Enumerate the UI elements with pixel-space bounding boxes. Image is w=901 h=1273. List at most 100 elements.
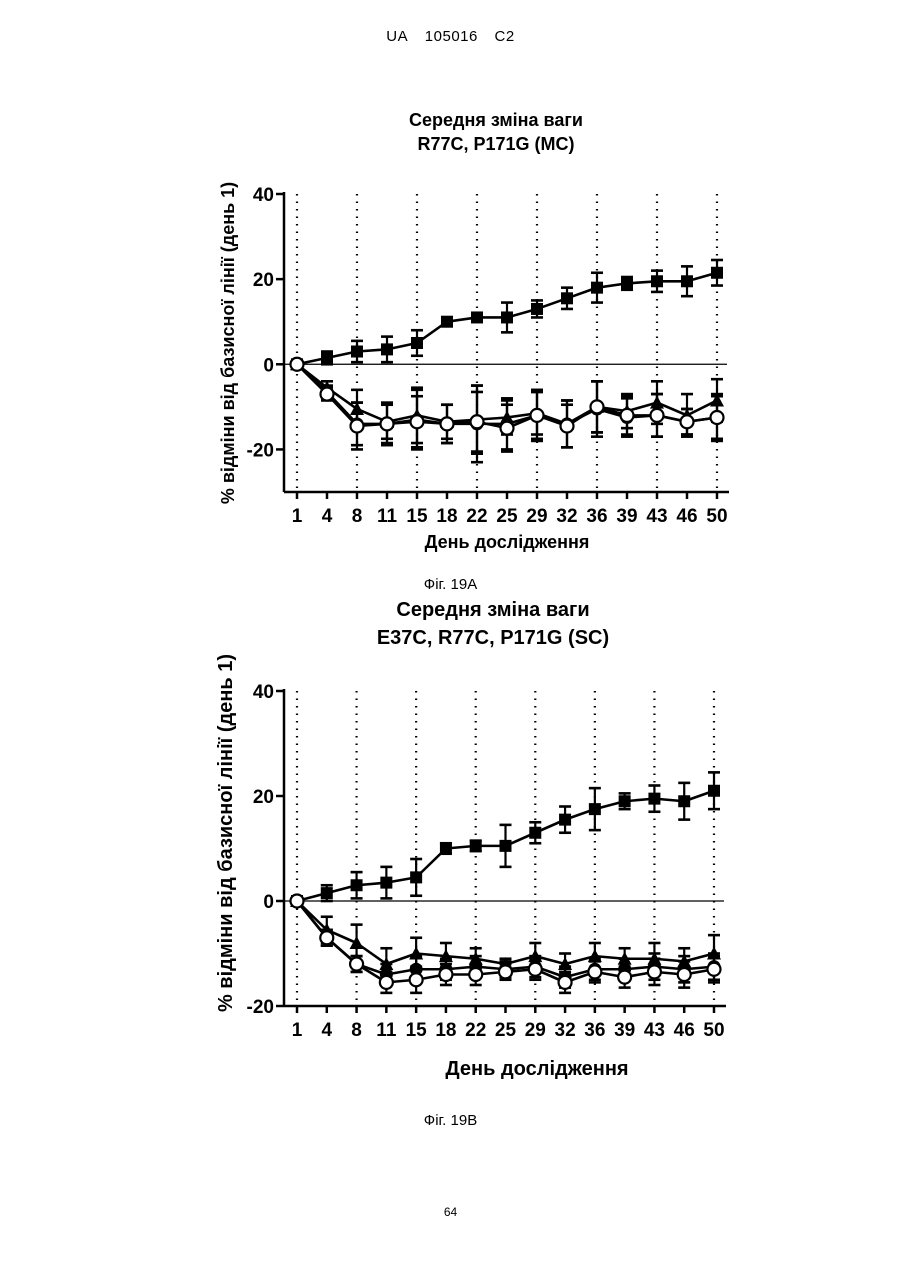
data-point xyxy=(559,814,571,826)
header-country: UA xyxy=(386,28,408,45)
x-tick-label: 46 xyxy=(674,1020,695,1041)
chart-19b: Середня зміна ваги E37C, R77C, P171G (SC… xyxy=(0,590,901,1090)
x-tick-label: 11 xyxy=(377,506,398,527)
data-point xyxy=(588,965,601,978)
y-tick-label: 20 xyxy=(253,270,274,291)
data-point xyxy=(591,400,604,413)
data-point xyxy=(531,409,544,422)
data-point xyxy=(559,976,572,989)
data-point xyxy=(621,277,633,289)
chart-title-line2: R77C, P171G (MC) xyxy=(417,134,574,154)
x-tick-label: 29 xyxy=(525,1020,546,1041)
x-tick-label: 43 xyxy=(644,1020,665,1041)
x-tick-label: 46 xyxy=(676,506,697,527)
y-tick-label: 0 xyxy=(263,355,274,376)
page-number: 64 xyxy=(0,1205,901,1219)
data-point xyxy=(411,415,424,428)
data-point xyxy=(471,311,483,323)
x-tick-label: 50 xyxy=(706,506,727,527)
data-point xyxy=(411,337,423,349)
data-point xyxy=(501,311,513,323)
x-tick-label: 4 xyxy=(321,1020,332,1041)
data-point xyxy=(711,411,724,424)
x-tick-label: 29 xyxy=(526,506,547,527)
y-tick-label: 0 xyxy=(263,892,274,913)
chart-title-line1: Середня зміна ваги xyxy=(409,110,583,130)
figure-caption-19b: Фіг. 19В xyxy=(0,1112,901,1129)
data-point xyxy=(351,879,363,891)
x-tick-label: 25 xyxy=(496,506,518,527)
x-tick-label: 36 xyxy=(584,1020,605,1041)
y-axis-label: % відміни від базисної лінії (день 1) xyxy=(218,182,238,504)
data-point xyxy=(351,420,364,433)
data-point xyxy=(531,303,543,315)
data-point xyxy=(589,803,601,815)
data-point xyxy=(711,267,723,279)
patent-header: UA 105016 C2 xyxy=(0,28,901,45)
x-axis-label: День дослідження xyxy=(425,532,590,552)
data-point xyxy=(619,795,631,807)
x-tick-label: 8 xyxy=(352,506,363,527)
data-point xyxy=(380,877,392,889)
plot-area: 40200-20148111518222529323639434650 xyxy=(247,185,729,527)
chart-title-line2: E37C, R77C, P171G (SC) xyxy=(377,627,609,649)
chart-title-line1: Середня зміна ваги xyxy=(396,599,589,621)
header-kind: C2 xyxy=(495,28,515,45)
data-point xyxy=(471,415,484,428)
header-number: 105016 xyxy=(425,28,478,45)
y-axis-label: % відміни від базисної лінії (день 1) xyxy=(215,654,237,1012)
y-tick-label: 40 xyxy=(253,185,274,206)
data-point xyxy=(618,971,631,984)
data-point xyxy=(351,346,363,358)
data-point xyxy=(651,409,664,422)
data-point xyxy=(561,292,573,304)
data-point xyxy=(651,275,663,287)
y-tick-label: 40 xyxy=(253,682,274,703)
x-tick-label: 18 xyxy=(435,1020,456,1041)
x-tick-label: 39 xyxy=(614,1020,635,1041)
data-point xyxy=(591,282,603,294)
data-point xyxy=(469,968,482,981)
data-point xyxy=(708,785,720,797)
data-point xyxy=(529,963,542,976)
y-tick-label: -20 xyxy=(247,997,274,1018)
data-point xyxy=(440,843,452,855)
data-point xyxy=(501,422,514,435)
y-tick-label: -20 xyxy=(247,440,274,461)
x-tick-label: 11 xyxy=(376,1020,397,1041)
x-tick-label: 50 xyxy=(703,1020,724,1041)
data-point xyxy=(321,352,333,364)
x-tick-label: 22 xyxy=(465,1020,486,1041)
x-tick-label: 32 xyxy=(556,506,577,527)
x-tick-label: 8 xyxy=(351,1020,362,1041)
data-point xyxy=(291,358,304,371)
data-point xyxy=(410,871,422,883)
data-point xyxy=(291,895,304,908)
data-point xyxy=(678,795,690,807)
chart-19a: Середня зміна ваги R77C, P171G (MC) 40 20… xyxy=(0,100,901,560)
data-point xyxy=(648,793,660,805)
data-point xyxy=(441,417,454,430)
x-tick-label: 32 xyxy=(555,1020,576,1041)
x-tick-label: 25 xyxy=(495,1020,517,1041)
data-point xyxy=(380,976,393,989)
data-point xyxy=(321,887,333,899)
plot-area: 40200-20148111518222529323639434650 xyxy=(247,682,726,1041)
data-point xyxy=(681,275,693,287)
x-tick-label: 18 xyxy=(436,506,457,527)
data-point xyxy=(381,343,393,355)
data-point xyxy=(499,965,512,978)
data-point xyxy=(529,827,541,839)
data-point xyxy=(708,963,721,976)
data-point xyxy=(681,415,694,428)
data-point xyxy=(350,936,364,949)
data-point xyxy=(561,420,574,433)
x-tick-label: 15 xyxy=(406,1020,428,1041)
data-point xyxy=(621,409,634,422)
data-point xyxy=(439,968,452,981)
data-point xyxy=(441,316,453,328)
x-tick-label: 1 xyxy=(292,506,303,527)
x-tick-label: 43 xyxy=(646,506,667,527)
data-point xyxy=(320,931,333,944)
data-point xyxy=(381,417,394,430)
